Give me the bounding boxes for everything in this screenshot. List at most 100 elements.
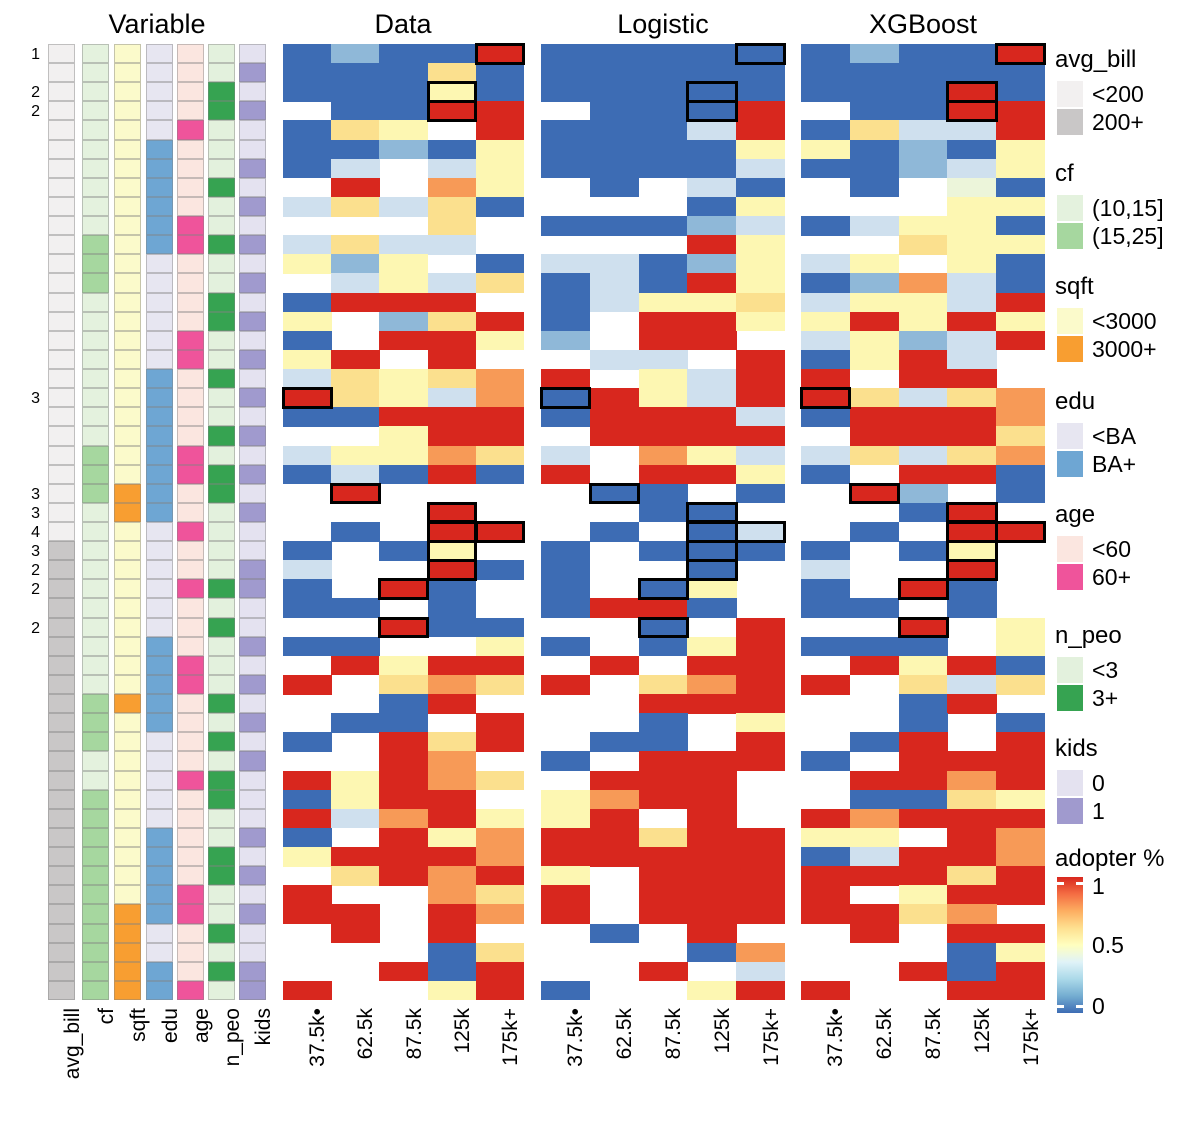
heatmap-cell	[947, 885, 997, 905]
heatmap-cell	[947, 158, 997, 179]
legend-swatch	[1057, 451, 1083, 477]
variable-cell-n_peo	[208, 82, 235, 102]
heatmap-cell	[801, 674, 851, 695]
variable-cell-age	[177, 655, 204, 675]
variable-cell-n_peo	[208, 808, 235, 828]
heatmap-cell	[638, 349, 688, 370]
variable-cell-n_peo	[208, 254, 235, 274]
heatmap-cell	[379, 655, 429, 676]
heatmap-cell	[996, 63, 1046, 83]
heatmap-cell	[541, 541, 591, 561]
heatmap-cell	[541, 980, 591, 1001]
heatmap-cell	[687, 847, 737, 867]
heatmap-cell	[996, 655, 1046, 676]
variable-cell-cf	[82, 522, 109, 542]
variable-cell-avg_bill	[48, 522, 75, 542]
variable-cell-avg_bill	[48, 158, 75, 178]
variable-cell-cf	[82, 502, 109, 522]
heatmap-cell	[541, 407, 591, 427]
heatmap-cell	[638, 598, 688, 619]
heatmap-cell	[331, 177, 380, 198]
heatmap-cell	[589, 789, 640, 810]
heatmap-cell	[947, 464, 997, 485]
heatmap-cell	[996, 942, 1046, 963]
heatmap-cell	[638, 885, 688, 905]
heatmap-cell	[475, 866, 525, 886]
heatmap-cell	[475, 961, 525, 982]
heatmap-cell	[996, 388, 1046, 408]
income-axis-label: 37.5k•	[306, 1008, 330, 1067]
heatmap-cell	[687, 751, 737, 772]
heatmap-cell	[687, 63, 737, 83]
variable-cell-sqft	[114, 713, 141, 733]
variable-cell-avg_bill	[48, 885, 75, 905]
heatmap-cell	[687, 101, 737, 121]
heatmap-cell	[427, 158, 477, 179]
variable-cell-cf	[82, 770, 109, 790]
heatmap-cell	[427, 139, 477, 160]
variable-cell-age	[177, 502, 204, 522]
heatmap-cell	[849, 732, 900, 752]
variable-cell-kids	[239, 655, 266, 675]
variable-cell-kids	[239, 522, 266, 542]
heatmap-cell	[898, 732, 948, 752]
heatmap-cell	[898, 808, 948, 829]
heatmap-cell	[996, 923, 1046, 944]
heatmap-cell	[638, 751, 688, 772]
variable-cell-cf	[82, 598, 109, 618]
variable-cell-edu	[146, 598, 173, 618]
variable-cell-avg_bill	[48, 827, 75, 848]
variable-cell-cf	[82, 923, 109, 943]
heatmap-cell	[898, 158, 948, 179]
heatmap-cell	[638, 139, 688, 160]
variable-cell-kids	[239, 636, 266, 656]
heatmap-cell	[427, 44, 477, 64]
variable-cell-kids	[239, 847, 266, 867]
heatmap-cell	[331, 369, 380, 389]
heatmap-cell	[475, 101, 525, 121]
variable-cell-cf	[82, 866, 109, 886]
heatmap-cell	[379, 273, 429, 294]
variable-cell-cf	[82, 216, 109, 236]
heatmap-cell	[283, 445, 332, 466]
heatmap-cell	[541, 158, 591, 179]
variable-cell-n_peo	[208, 694, 235, 714]
variable-cell-age	[177, 923, 204, 943]
heatmap-cell	[736, 369, 786, 389]
variable-cell-n_peo	[208, 44, 235, 64]
variable-cell-n_peo	[208, 598, 235, 618]
variable-cell-avg_bill	[48, 674, 75, 695]
variable-cell-edu	[146, 694, 173, 714]
heatmap-cell	[475, 942, 525, 963]
heatmap-cell	[589, 63, 640, 83]
heatmap-cell	[638, 445, 688, 466]
variable-cell-n_peo	[208, 483, 235, 503]
variable-cell-edu	[146, 522, 173, 542]
heatmap-cell	[589, 120, 640, 141]
heatmap-cell	[283, 254, 332, 274]
variable-cell-avg_bill	[48, 770, 75, 790]
heatmap-cell	[849, 808, 900, 829]
heatmap-cell	[849, 292, 900, 313]
heatmap-cell	[996, 847, 1046, 867]
heatmap-cell	[589, 598, 640, 619]
variable-cell-edu	[146, 961, 173, 981]
panel-title-logistic: Logistic	[617, 9, 709, 39]
heatmap-cell	[736, 961, 786, 982]
heatmap-cell	[427, 541, 477, 561]
heatmap-cell	[801, 330, 851, 351]
heatmap-cell	[331, 139, 380, 160]
heatmap-cell	[947, 445, 997, 466]
heatmap-cell	[475, 904, 525, 924]
variable-cell-kids	[239, 445, 266, 465]
heatmap-cell	[541, 388, 591, 408]
heatmap-cell	[687, 885, 737, 905]
variable-cell-age	[177, 961, 204, 981]
highlight-box	[686, 100, 738, 122]
variable-cell-kids	[239, 541, 266, 561]
heatmap-cell	[475, 655, 525, 676]
heatmap-cell	[638, 426, 688, 446]
heatmap-cell	[947, 216, 997, 236]
heatmap-cell	[898, 120, 948, 141]
